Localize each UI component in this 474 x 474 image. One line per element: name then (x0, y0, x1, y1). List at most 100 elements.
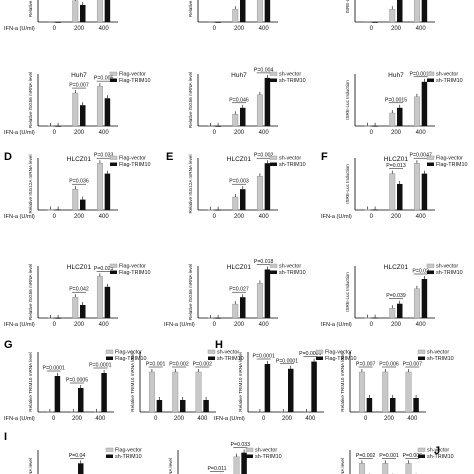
bar-control (47, 125, 54, 127)
x-tick-label: 400 (99, 130, 110, 136)
bar-control (389, 112, 396, 127)
p-value-label: P=0.001 (146, 362, 166, 368)
legend-swatch (105, 349, 114, 354)
bar-control (413, 162, 420, 211)
bar-control (232, 303, 239, 319)
bar-treatment (240, 107, 246, 126)
bar-control (256, 0, 263, 23)
x-tick-label: 400 (416, 26, 427, 32)
x-tick-label: 400 (259, 322, 270, 328)
bar-control (70, 411, 77, 413)
bar-control (364, 209, 371, 211)
chart-D-2: Relative ISG56 mRNA level HLCZ01 0 200 400 IF… (4, 264, 150, 329)
y-axis-label: Relative ISG56 mRNA level (188, 72, 193, 128)
bar-treatment (55, 125, 61, 127)
chart-row2-1: Relative ISG56 mRNA level Huh7 0 200 400 IFN-… (4, 72, 150, 137)
legend-swatch (427, 78, 434, 82)
legend-label: sh-vector (427, 448, 449, 454)
panel-letter-h: H (215, 339, 223, 351)
panel-letter-f: F (321, 151, 328, 163)
bar-control (96, 276, 103, 319)
bar-treatment (240, 297, 246, 318)
bar-treatment (215, 209, 221, 211)
p-value-label: P=0.027 (229, 287, 249, 293)
legend-swatch (426, 71, 435, 76)
bar-treatment (80, 199, 86, 210)
p-value-label: P=0.036 (69, 179, 89, 185)
bar-control (96, 85, 103, 127)
p-value-label: P=0.007 (69, 83, 89, 89)
bar-control (256, 94, 263, 127)
legend-label: Flag-TRIM10 (325, 356, 356, 362)
bar-control (72, 297, 79, 319)
chart-E-1: Relative ISG12A mRNA level HLCZ01 0 200 400 P… (188, 153, 306, 220)
legend-label: Flag-TRIM10 (115, 356, 146, 362)
x-tick-label: 0 (53, 214, 57, 220)
chart-row2-2: Relative ISG56 mRNA level Huh7 0 200 400 P=0.… (188, 67, 306, 136)
legend-swatch (110, 78, 117, 82)
legend-swatch (106, 356, 113, 360)
p-value-label: P=0.046 (229, 97, 249, 103)
legend-swatch (270, 162, 277, 166)
legend-label: sh-vector (427, 350, 449, 356)
x-tick-label: 200 (74, 322, 85, 328)
legend-label: sh-TRIM10 (115, 454, 142, 460)
legend-label: Flag-TRIM10 (119, 270, 150, 276)
x-tick-label: 0 (370, 322, 374, 328)
bar-treatment (264, 163, 271, 210)
bar-treatment (104, 173, 111, 210)
bar-treatment (55, 209, 61, 211)
p-value-label: P=0.0001 (89, 363, 111, 369)
y-axis-label: Relative TRIM10 mRNA level (340, 352, 345, 411)
p-value-label: P=0.033 (94, 153, 114, 159)
x-tick-label: 200 (234, 26, 245, 32)
x-tick-label: 0 (370, 130, 374, 136)
x-axis-label: IFN-a (U/ml) (164, 322, 195, 328)
x-axis-label: IFN-a (U/ml) (4, 214, 35, 220)
bar-control (207, 209, 214, 211)
legend-label: sh-TRIM10 (279, 78, 306, 84)
bar-treatment (215, 125, 221, 127)
x-tick-label: 0 (154, 416, 158, 422)
bar-treatment (80, 305, 86, 318)
x-tick-label: 0 (370, 26, 374, 32)
legend-label: Flag-TRIM10 (119, 162, 150, 168)
legend-swatch (418, 454, 425, 458)
bar-treatment (215, 317, 221, 319)
cell-line-label: Huh7 (71, 72, 87, 79)
x-axis-label: IFN-a (U/ml) (4, 416, 35, 422)
y-axis-label: mRNA level (168, 458, 173, 474)
x-tick-label: 0 (53, 26, 57, 32)
bar-control (358, 371, 365, 413)
legend-swatch (109, 71, 118, 76)
bar-control (364, 125, 371, 127)
p-value-label: P=0.0001 (276, 358, 298, 364)
legend-swatch (110, 270, 117, 274)
bar-treatment (55, 22, 61, 23)
x-tick-label: 400 (416, 130, 427, 136)
bar-control (232, 8, 239, 23)
bar-control (413, 96, 420, 127)
legend-label: sh-TRIM10 (427, 454, 454, 460)
p-value-label: P=0.0015 (385, 97, 407, 103)
bar-treatment (397, 0, 403, 23)
bar-control (405, 371, 412, 413)
x-axis-label: IFN-a (U/ml) (4, 26, 35, 32)
y-axis-label: Relative ISG12A mRNA level (28, 155, 33, 214)
p-value-label: P=0.002 (169, 362, 189, 368)
cell-line-label: HLCZ01 (227, 156, 252, 163)
bar-control (413, 0, 420, 23)
cell-line-label: HLCZ01 (384, 264, 409, 271)
chart-H-1: Relative TRIM10 mRNA level 0 200 400 IFN-a (… (214, 350, 356, 423)
x-tick-label: 400 (259, 26, 270, 32)
chart-top-2: Relative IS0200400P=0.001 (188, 0, 278, 32)
x-tick-label: 400 (99, 322, 110, 328)
bar-treatment (372, 317, 378, 319)
bar-treatment (421, 279, 428, 318)
x-tick-label: 200 (391, 26, 402, 32)
legend-label: sh-vector (436, 72, 458, 78)
p-value-label: P=0.0047 (409, 153, 431, 159)
y-axis-label: ISRE-Luc Induction (345, 80, 350, 120)
legend-swatch (110, 162, 117, 166)
